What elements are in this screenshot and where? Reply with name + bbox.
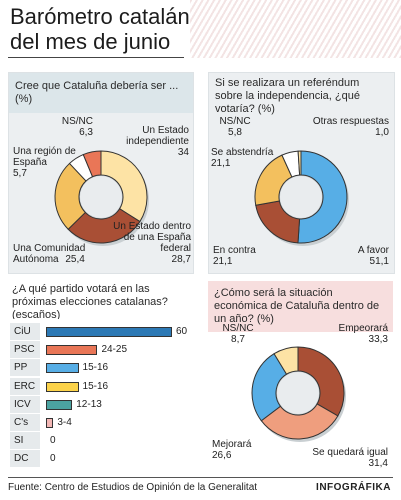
slice-label: En contra 21,1 xyxy=(213,245,256,267)
header-stripe-decoration xyxy=(190,0,401,58)
pie-chart-estatus xyxy=(54,150,149,246)
bar-row: ERC 15-16 xyxy=(8,377,192,397)
page-title: Barómetro catalán del mes de junio xyxy=(10,4,190,54)
slice-label: Un Estado dentro de una España federal 28… xyxy=(113,221,191,265)
bar-row: C's 3-4 xyxy=(8,414,192,433)
slice-label: A favor 51,1 xyxy=(357,245,389,267)
pie-hole xyxy=(277,372,319,414)
slice-label: Se quedará igual 31,4 xyxy=(312,447,388,469)
bar-category-label: ICV xyxy=(10,395,40,413)
bar-category-label: SI xyxy=(10,432,40,450)
chart-title: ¿Cómo será la situación económica de Cat… xyxy=(208,281,393,332)
panel-estatus: Cree que Cataluña debería ser ... (%) NS… xyxy=(8,72,194,274)
slice-label: Se abstendría 21,1 xyxy=(211,147,274,169)
pie-chart-economia xyxy=(251,346,346,442)
brand-logo: INFOGRÁFIKA xyxy=(316,482,391,493)
title-line-2: del mes de junio xyxy=(10,29,171,54)
pie-hole xyxy=(80,176,122,218)
bar xyxy=(46,399,73,410)
bar-category-label: ERC xyxy=(10,377,40,395)
slice-label: Una región de España 5,7 xyxy=(13,146,76,179)
bar-category-label: PP xyxy=(10,359,40,377)
source-note: Fuente: Centro de Estudios de Opinión de… xyxy=(8,482,258,493)
bar-value-label: 15-16 xyxy=(82,380,109,392)
title-divider xyxy=(8,57,184,58)
bar-value-label: 60 xyxy=(176,326,188,337)
pie-slice xyxy=(100,150,148,223)
slice-label: NS/NC 5,8 xyxy=(219,116,251,138)
slice-label: Otras respuestas 1,0 xyxy=(312,116,389,138)
bar-row: CiU 60 xyxy=(8,323,192,342)
title-line-1: Barómetro catalán xyxy=(10,4,190,29)
footer-divider xyxy=(8,477,393,478)
pie-slice xyxy=(260,403,339,440)
bar-row: PSC 24-25 xyxy=(8,341,192,360)
bar-category-label: DC xyxy=(10,450,40,468)
bar-row: SI 0 xyxy=(8,432,192,451)
pie-chart-referendum xyxy=(254,150,349,246)
slice-label: NS/NC 8,7 xyxy=(222,323,254,345)
bar-category-label: PSC xyxy=(10,341,40,359)
slice-label: Empeorará 33,3 xyxy=(338,323,388,345)
bar xyxy=(46,327,172,337)
chart-title: ¿A qué partido votará en las próximas el… xyxy=(12,283,168,321)
pie-slice xyxy=(273,346,299,375)
pie-hole xyxy=(280,176,322,218)
bar-category-label: CiU xyxy=(10,323,40,340)
bar xyxy=(46,418,54,428)
bar-value-label: 3-4 xyxy=(57,417,72,428)
chart-title: Cree que Cataluña debería ser ... (%) xyxy=(9,73,193,113)
slice-label: Mejorará 26,6 xyxy=(212,439,252,461)
slice-label: Una Comunidad Autónoma 25,4 xyxy=(13,243,86,265)
pie-slice xyxy=(82,150,102,178)
pie-slice xyxy=(297,150,302,176)
bar-row: DC 0 xyxy=(8,450,192,469)
pie-slice xyxy=(297,346,345,417)
bar-category-label: C's xyxy=(10,414,40,431)
slice-label: NS/NC 6,3 xyxy=(61,116,93,138)
bar xyxy=(46,381,79,392)
bar-row: ICV 12-13 xyxy=(8,395,192,415)
slice-label: Un Estado independiente 34 xyxy=(126,125,189,158)
bar-value-label: 12-13 xyxy=(76,398,102,410)
panel-economia: ¿Cómo será la situación económica de Cat… xyxy=(208,281,393,470)
chart-title: Si se realizara un referéndum sobre la i… xyxy=(215,77,360,115)
panel-referendum: Si se realizara un referéndum sobre la i… xyxy=(208,72,395,274)
pie-slice xyxy=(297,150,348,244)
bar-value-label: 0 xyxy=(50,453,56,465)
bar xyxy=(46,363,79,374)
bar-value-label: 0 xyxy=(50,435,56,447)
bar-value-label: 15-16 xyxy=(82,362,109,374)
bar-row: PP 15-16 xyxy=(8,359,192,378)
bar-value-label: 24-25 xyxy=(101,344,128,356)
bar xyxy=(46,345,98,356)
bar-chart-escanos: CiU 60 PSC 24-25 PP 15-16 ERC 15-16 ICV 12-13 C's 3… xyxy=(8,319,192,469)
